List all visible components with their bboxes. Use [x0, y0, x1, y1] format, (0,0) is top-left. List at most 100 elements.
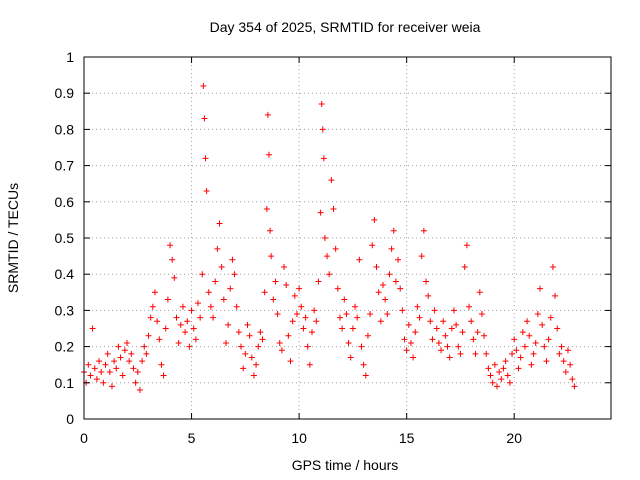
data-point	[476, 289, 483, 296]
data-point	[558, 343, 565, 350]
data-point	[186, 343, 193, 350]
data-point	[541, 343, 548, 350]
data-point	[85, 361, 92, 368]
data-point	[343, 311, 350, 318]
data-point	[392, 278, 399, 285]
data-point	[253, 361, 260, 368]
data-point	[298, 303, 305, 310]
data-point	[285, 332, 292, 339]
data-point	[214, 245, 221, 252]
data-point	[457, 350, 464, 357]
data-point	[319, 126, 326, 133]
data-point	[420, 227, 427, 234]
data-point	[347, 354, 354, 361]
data-point	[205, 289, 212, 296]
data-point	[313, 318, 320, 325]
data-point	[158, 361, 165, 368]
data-point	[483, 350, 490, 357]
data-point	[539, 321, 546, 328]
data-point	[267, 227, 274, 234]
data-point	[423, 278, 430, 285]
data-point	[453, 321, 460, 328]
data-point	[545, 336, 552, 343]
data-point	[98, 368, 105, 375]
data-point	[289, 318, 296, 325]
data-point	[89, 325, 96, 332]
data-point	[431, 307, 438, 314]
data-point	[197, 314, 204, 321]
data-point	[306, 361, 313, 368]
y-tick-label: 0.1	[55, 375, 75, 391]
data-point	[478, 311, 485, 318]
data-point	[511, 336, 518, 343]
data-point	[268, 253, 275, 260]
data-point	[390, 227, 397, 234]
data-point	[429, 336, 436, 343]
data-point	[509, 350, 516, 357]
data-point	[356, 256, 363, 263]
data-point	[485, 365, 492, 372]
data-point	[334, 285, 341, 292]
data-point	[128, 350, 135, 357]
data-point	[160, 372, 167, 379]
data-point	[491, 361, 498, 368]
data-point	[547, 314, 554, 321]
data-point	[567, 361, 574, 368]
data-point	[149, 303, 156, 310]
data-point	[87, 372, 94, 379]
data-point	[562, 368, 569, 375]
data-point	[537, 285, 544, 292]
data-point	[238, 343, 245, 350]
data-point	[156, 336, 163, 343]
data-point	[162, 325, 169, 332]
x-tick-label: 0	[80, 430, 88, 446]
data-point	[154, 318, 161, 325]
data-point	[130, 365, 137, 372]
data-point	[326, 271, 333, 278]
y-tick-label: 1	[66, 49, 74, 65]
data-point	[556, 350, 563, 357]
data-point	[463, 242, 470, 249]
data-point	[320, 155, 327, 162]
data-point	[466, 303, 473, 310]
data-points	[81, 82, 578, 394]
data-point	[265, 151, 272, 158]
data-point	[167, 242, 174, 249]
y-axis-label: SRMTID / TECUs	[5, 183, 21, 293]
data-point	[324, 253, 331, 260]
data-point	[504, 372, 511, 379]
data-point	[532, 339, 539, 346]
data-point	[212, 278, 219, 285]
data-point	[425, 292, 432, 299]
data-point	[188, 307, 195, 314]
data-point	[203, 187, 210, 194]
data-point	[369, 242, 376, 249]
data-point	[377, 318, 384, 325]
data-point	[549, 263, 556, 270]
x-axis-label: GPS time / hours	[292, 457, 399, 473]
data-point	[302, 314, 309, 321]
data-point	[571, 383, 578, 390]
data-point	[192, 336, 199, 343]
data-point	[362, 372, 369, 379]
data-point	[414, 303, 421, 310]
data-point	[147, 314, 154, 321]
data-point	[276, 339, 283, 346]
data-point	[263, 206, 270, 213]
data-point	[339, 325, 346, 332]
data-point	[526, 332, 533, 339]
data-point	[564, 347, 571, 354]
data-point	[259, 336, 266, 343]
data-point	[481, 332, 488, 339]
data-point	[444, 343, 451, 350]
data-point	[382, 296, 389, 303]
data-point	[270, 296, 277, 303]
data-point	[100, 379, 107, 386]
data-point	[111, 358, 118, 365]
data-point	[117, 354, 124, 361]
data-point	[104, 350, 111, 357]
data-point	[455, 343, 462, 350]
data-point	[257, 329, 264, 336]
data-point	[519, 329, 526, 336]
